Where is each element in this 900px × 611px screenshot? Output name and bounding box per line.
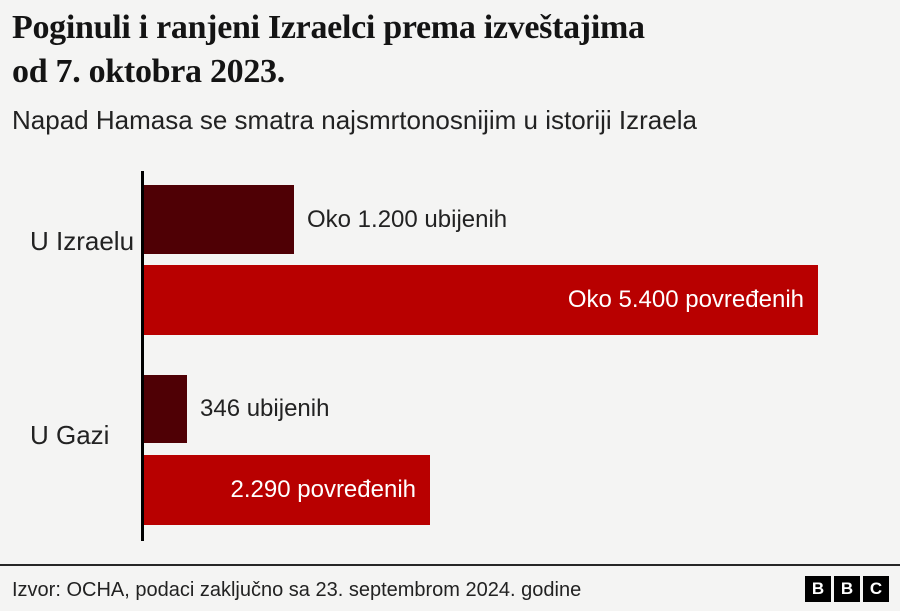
bar-ubijeni-izrael — [144, 185, 294, 254]
bar-value-label-povređeni-gaza: 2.290 povređenih — [230, 476, 416, 503]
chart-title-line2: od 7. oktobra 2023. — [12, 53, 285, 90]
bar-ubijeni-gaza — [144, 375, 187, 443]
bbc-logo-letter: C — [863, 576, 889, 602]
category-label-izrael: U Izraelu — [30, 226, 135, 256]
footer-divider — [0, 564, 900, 566]
category-label-gaza: U Gazi — [30, 420, 110, 450]
bar-povređeni-izrael: Oko 5.400 povređenih — [144, 265, 818, 335]
bar-value-label-ubijeni-gaza: 346 ubijenih — [200, 395, 330, 422]
bar-povređeni-gaza: 2.290 povređenih — [144, 455, 430, 525]
source-text: Izvor: OCHA, podaci zaključno sa 23. sep… — [12, 579, 582, 601]
chart-subtitle: Napad Hamasa se smatra najsmrtonosnijim … — [12, 105, 697, 135]
chart-title: Poginuli i ranjeni Izraelci prema izvešt… — [12, 6, 888, 94]
bbc-logo-letter: B — [805, 576, 831, 602]
y-axis-line — [141, 171, 144, 541]
chart-title-line1: Poginuli i ranjeni Izraelci prema izvešt… — [12, 9, 645, 46]
bbc-logo-letter: B — [834, 576, 860, 602]
bbc-logo: B B C — [805, 576, 889, 602]
bar-value-label-povređeni-izrael: Oko 5.400 povređenih — [567, 286, 804, 313]
bar-value-label-ubijeni-izrael: Oko 1.200 ubijenih — [307, 205, 508, 233]
